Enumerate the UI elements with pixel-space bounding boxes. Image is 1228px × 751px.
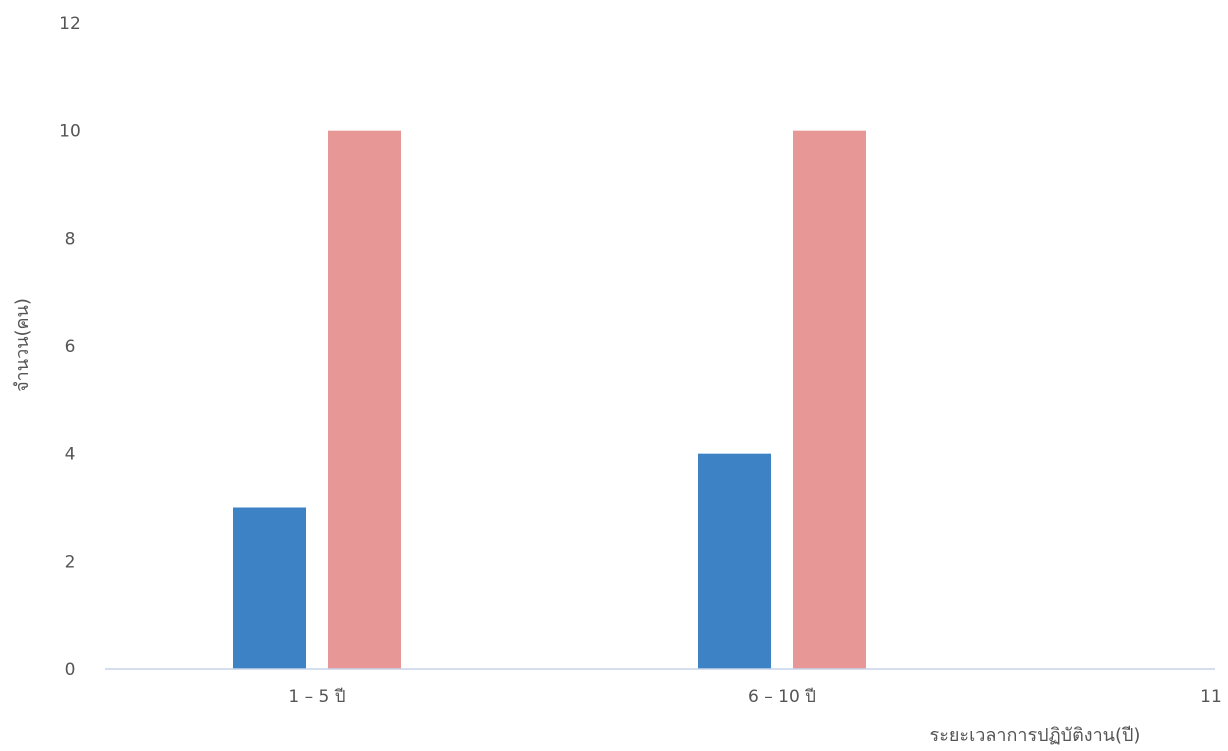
y-axis-title: จำนวน(คน) — [12, 298, 33, 392]
y-tick-label: 12 — [59, 14, 81, 34]
y-tick-label: 4 — [65, 445, 76, 465]
y-tick-labels: 0 2 4 6 8 10 12 — [59, 14, 81, 680]
y-tick-label: 10 — [59, 122, 81, 142]
bar — [698, 453, 771, 669]
y-tick-label: 8 — [65, 229, 76, 249]
bars — [233, 130, 866, 669]
bar — [328, 130, 401, 669]
x-category-label: 6 – 10 ปี — [748, 687, 816, 707]
x-category-label: 1 – 5 ปี — [288, 687, 345, 707]
y-tick-label: 2 — [65, 552, 76, 572]
y-tick-label: 6 — [65, 337, 76, 357]
x-axis-title: ระยะเวลาการปฏิบัติงาน(ปี) — [930, 725, 1141, 746]
y-tick-label: 0 — [65, 660, 76, 680]
bar — [233, 507, 306, 669]
x-category-label: 11 — [1200, 687, 1222, 707]
bar — [793, 130, 866, 669]
x-category-labels: 1 – 5 ปี 6 – 10 ปี 11 — [288, 687, 1221, 707]
